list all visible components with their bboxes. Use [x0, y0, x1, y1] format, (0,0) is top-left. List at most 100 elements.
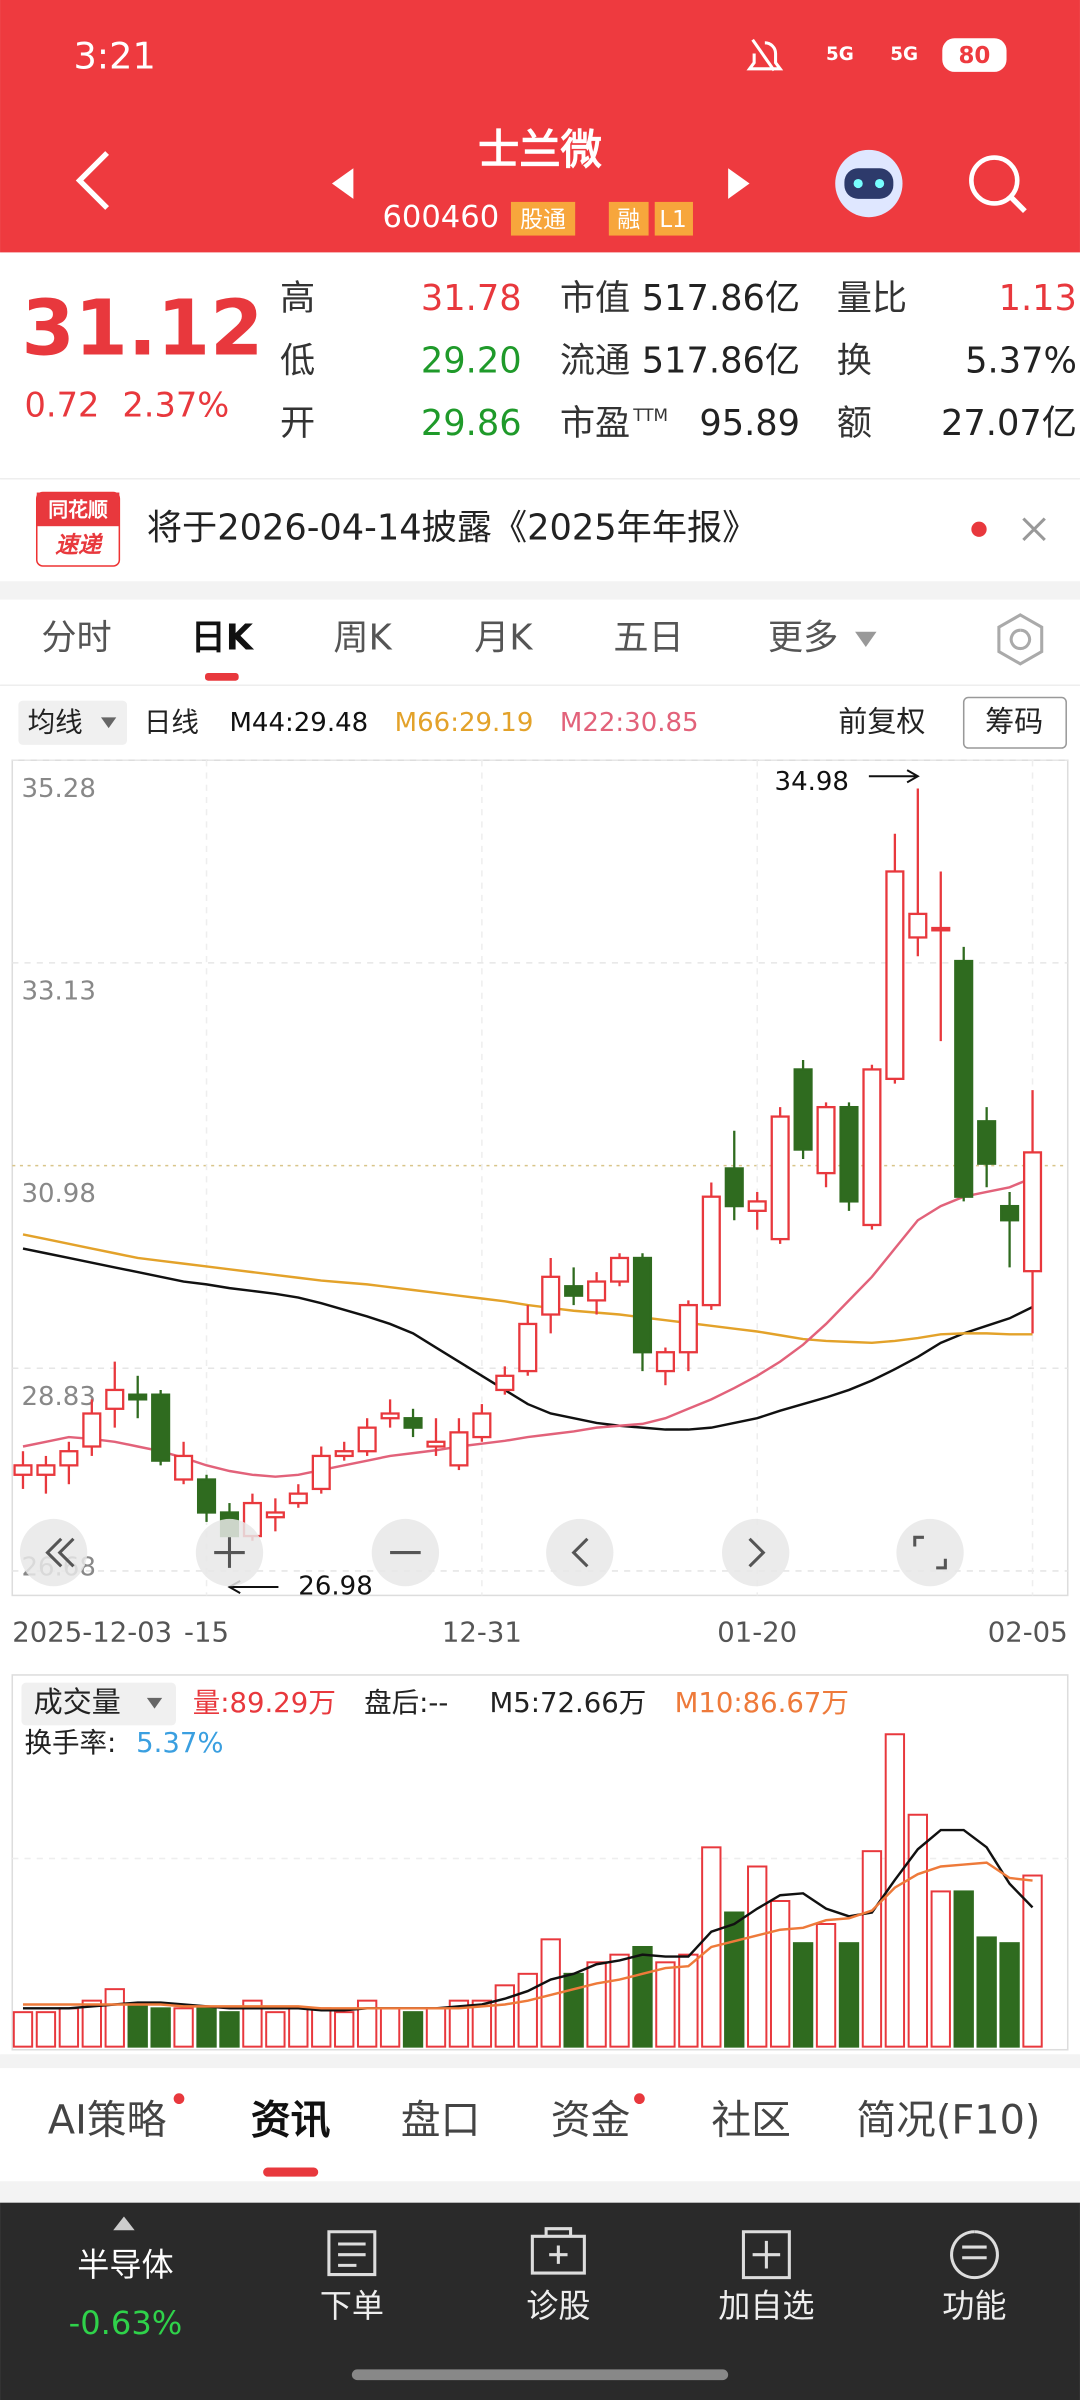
- period-tab[interactable]: 五日: [613, 617, 683, 658]
- stock-code: 600460: [382, 200, 499, 235]
- back-button[interactable]: [75, 151, 110, 210]
- close-notice[interactable]: [1022, 517, 1046, 542]
- turnover-value: 5.37%: [136, 1727, 223, 1759]
- candle-body: [977, 1120, 997, 1165]
- notice-text[interactable]: 将于2026-04-14披露《2025年年报》: [147, 507, 757, 548]
- fullscreen-button[interactable]: [896, 1518, 964, 1587]
- info-tab[interactable]: 盘口: [401, 2098, 481, 2144]
- stat-value: 517.86亿: [642, 341, 800, 382]
- volume-bar: [586, 1961, 607, 2048]
- candle-body: [357, 1426, 377, 1453]
- period-tab[interactable]: 日K: [191, 617, 255, 658]
- candle-body: [128, 1393, 148, 1401]
- battery: [942, 38, 1007, 72]
- volume-bar: [678, 1953, 699, 2048]
- diagnose-icon: [530, 2227, 586, 2275]
- stat-value: 95.89: [699, 403, 800, 444]
- menu-icon: [950, 2230, 999, 2280]
- stat-label: 高: [280, 278, 315, 319]
- candle-body: [495, 1374, 515, 1392]
- info-tab[interactable]: 资金: [551, 2098, 631, 2144]
- zoom-in-button[interactable]: [195, 1518, 264, 1587]
- candle-body: [678, 1303, 698, 1354]
- mute-icon: [746, 38, 784, 72]
- battery-level: 80: [958, 43, 990, 69]
- stat-value: 27.07亿: [941, 403, 1077, 444]
- search-icon[interactable]: [969, 155, 1027, 213]
- zoom-out-button[interactable]: [371, 1518, 440, 1587]
- period-tab[interactable]: 更多: [768, 617, 838, 658]
- volume-bar: [632, 1945, 653, 2048]
- tag-text: L1: [659, 207, 686, 233]
- turnover-label: 换手率:: [25, 1727, 117, 1759]
- info-tab[interactable]: AI策略: [48, 2098, 167, 2144]
- gap: [0, 2181, 1080, 2203]
- candle-body: [426, 1440, 446, 1448]
- volume-bar: [219, 2011, 240, 2048]
- pan-left-button[interactable]: [546, 1518, 614, 1587]
- period-tab[interactable]: 分时: [41, 617, 111, 658]
- period-text: 日线: [144, 707, 199, 739]
- period-tab[interactable]: 月K: [474, 617, 533, 658]
- volume-bar: [1022, 1874, 1043, 2048]
- info-tab[interactable]: 简况(F10): [856, 2098, 1040, 2144]
- high-annotation: 34.98: [775, 767, 849, 797]
- candle-body: [334, 1450, 354, 1458]
- info-tab[interactable]: 社区: [711, 2098, 791, 2144]
- chips-button[interactable]: [962, 696, 1067, 749]
- volume-item: M5:72.66万: [490, 1687, 647, 1719]
- nav-item[interactable]: 下单: [320, 2287, 384, 2325]
- adjust-mode[interactable]: 前复权: [838, 705, 925, 739]
- y-tick-label: 28.83: [21, 1382, 95, 1412]
- change-pct: 2.37%: [122, 385, 229, 424]
- volume-bar: [81, 1999, 102, 2048]
- volume-bar: [242, 1999, 263, 2048]
- nav-item[interactable]: 加自选: [718, 2287, 814, 2325]
- next-stock[interactable]: [728, 168, 750, 199]
- volume-ma-line: [22, 1861, 1033, 2010]
- tag-text: 股通: [520, 207, 566, 233]
- prev-stock[interactable]: [331, 168, 354, 199]
- stat-label: 市盈: [560, 403, 630, 444]
- nav-item[interactable]: 功能: [942, 2287, 1006, 2325]
- unread-dot: [971, 521, 987, 537]
- sector-name[interactable]: 半导体: [77, 2246, 173, 2284]
- volume-bar: [471, 1999, 493, 2048]
- pan-right-button[interactable]: [722, 1518, 790, 1587]
- candle-body: [724, 1167, 744, 1208]
- candle-body: [816, 1105, 836, 1175]
- candle-body: [151, 1393, 171, 1462]
- candle-body: [954, 959, 974, 1198]
- x-tick-label: 12-31: [442, 1617, 522, 1649]
- volume-bar: [265, 2011, 286, 2048]
- candle-body: [770, 1115, 790, 1241]
- tag: [510, 201, 576, 236]
- home-indicator: [351, 2369, 729, 2381]
- stat-label: 额: [837, 403, 872, 444]
- info-tab[interactable]: 资讯: [251, 2098, 331, 2144]
- volume-frame: [11, 1674, 1069, 2051]
- volume-bar: [563, 1972, 584, 2048]
- settings-icon[interactable]: [997, 613, 1044, 666]
- volume-selector[interactable]: [21, 1682, 176, 1726]
- ma-label: M66:29.19: [395, 708, 534, 738]
- candle-body: [931, 926, 951, 932]
- candle-body: [564, 1285, 584, 1297]
- candle-body: [36, 1464, 56, 1476]
- candle-body: [655, 1351, 675, 1373]
- stat-value: 29.86: [421, 403, 522, 444]
- nav-item[interactable]: 诊股: [526, 2287, 590, 2325]
- volume-bar: [930, 1890, 951, 2048]
- assistant-icon[interactable]: [835, 149, 903, 218]
- ma-selector[interactable]: [18, 700, 127, 745]
- zoom-reset-button[interactable]: [19, 1518, 88, 1587]
- period-tab[interactable]: 周K: [333, 617, 392, 658]
- y-tick-label: 35.28: [21, 774, 95, 804]
- volume-bar: [311, 2007, 332, 2048]
- volume-bar: [425, 2007, 447, 2048]
- volume-bar: [127, 2003, 148, 2048]
- volume-bar: [58, 2007, 80, 2048]
- volume-bar: [861, 1850, 883, 2048]
- stat-label-sup: TTM: [632, 405, 668, 425]
- volume-bar: [12, 2011, 34, 2048]
